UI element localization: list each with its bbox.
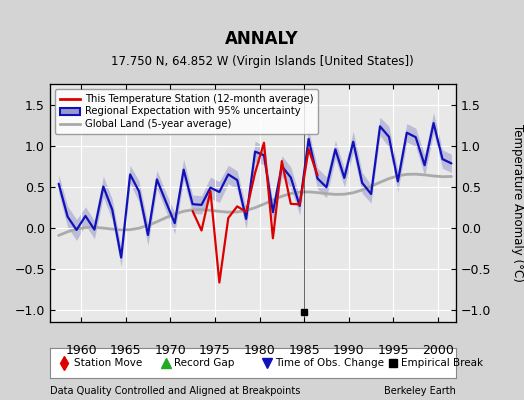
Text: Station Move: Station Move [74,358,143,368]
Text: Record Gap: Record Gap [173,358,234,368]
Text: 1975: 1975 [199,344,231,357]
Legend: This Temperature Station (12-month average), Regional Expectation with 95% uncer: This Temperature Station (12-month avera… [55,89,318,134]
Text: 1985: 1985 [288,344,320,357]
Text: 1965: 1965 [110,344,141,357]
Text: ANNALY: ANNALY [225,30,299,48]
Text: 2000: 2000 [422,344,454,357]
Text: 1990: 1990 [333,344,365,357]
Text: Empirical Break: Empirical Break [401,358,483,368]
Text: Berkeley Earth: Berkeley Earth [384,386,456,396]
Text: 1980: 1980 [244,344,276,357]
Text: 1970: 1970 [155,344,186,357]
Text: Data Quality Controlled and Aligned at Breakpoints: Data Quality Controlled and Aligned at B… [50,386,300,396]
Y-axis label: Temperature Anomaly (°C): Temperature Anomaly (°C) [511,124,523,282]
Text: 1995: 1995 [378,344,409,357]
Text: 1960: 1960 [65,344,97,357]
Text: 17.750 N, 64.852 W (Virgin Islands [United States]): 17.750 N, 64.852 W (Virgin Islands [Unit… [111,55,413,68]
Text: Time of Obs. Change: Time of Obs. Change [275,358,384,368]
